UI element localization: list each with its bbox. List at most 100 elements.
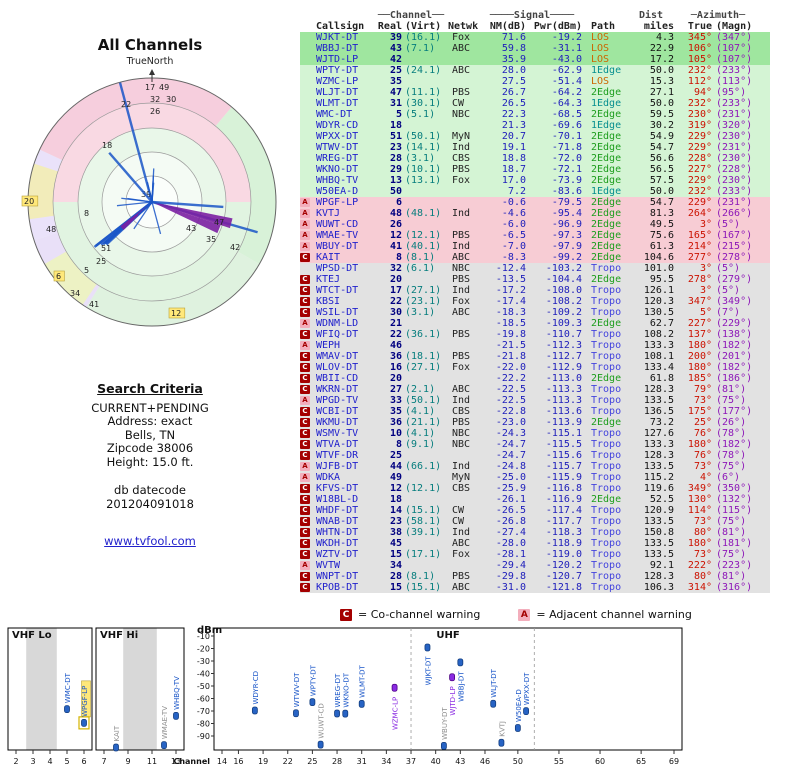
callsign-link[interactable]: KFVS-DT xyxy=(316,483,359,494)
callsign-link[interactable]: WPTY-DT xyxy=(316,65,359,76)
network-cell: ABC xyxy=(452,582,471,593)
station-bar xyxy=(424,643,431,652)
pwr-cell: -31.1 xyxy=(551,43,582,54)
callsign-link[interactable]: WLOV-DT xyxy=(316,362,359,373)
callsign-link[interactable]: WKDH-DT xyxy=(316,538,359,549)
callsign-link[interactable]: WPGD-TV xyxy=(316,395,359,406)
callsign-link[interactable]: WDKA xyxy=(316,472,341,483)
callsign-link[interactable]: WSMV-TV xyxy=(316,428,359,439)
path-cell: Tropo xyxy=(591,450,622,461)
path-cell: Tropo xyxy=(591,439,622,450)
callsign-link[interactable]: KPOB-DT xyxy=(316,582,359,593)
channel-tick-label: 37 xyxy=(406,757,416,766)
pwr-cell: -118.3 xyxy=(545,527,582,538)
callsign-link[interactable]: WMAV-DT xyxy=(316,351,359,362)
virtual-channel-cell: (50.1) xyxy=(405,131,442,142)
true-azimuth-cell: 80° xyxy=(693,527,712,538)
callsign-link[interactable]: WBUY-DT xyxy=(316,241,359,252)
co-channel-warning-icon: C xyxy=(300,363,310,372)
callsign-link[interactable]: WDNM-LD xyxy=(316,318,359,329)
callsign-link[interactable]: WPXX-DT xyxy=(316,131,359,142)
callsign-link[interactable]: WDYR-CD xyxy=(316,120,359,131)
path-cell: LOS xyxy=(591,76,610,87)
station-bar xyxy=(173,711,179,720)
warning-marker-cell: C xyxy=(300,362,316,373)
callsign-link[interactable]: WLMT-DT xyxy=(316,98,359,109)
callsign-link[interactable]: WTVA-DT xyxy=(316,439,359,450)
nm-cell: -4.6 xyxy=(501,208,526,219)
real-channel-cell: 23 xyxy=(389,516,402,527)
callsign-link[interactable]: WJKT-DT xyxy=(316,32,359,43)
network-cell: CBS xyxy=(452,406,471,417)
network-cell: CBS xyxy=(452,153,471,164)
radar-channel-label: 34 xyxy=(70,289,80,298)
table-row: C KAIT 8 (8.1) ABC -8.3 -99.2 2Edge 104.6 277° (27… xyxy=(300,252,770,263)
callsign-link[interactable]: W50EA-D xyxy=(316,186,359,197)
callsign-link[interactable]: WKRN-DT xyxy=(316,384,359,395)
callsign-link[interactable]: WREG-DT xyxy=(316,153,359,164)
station-label: WJTD-LP xyxy=(449,686,457,715)
callsign-link[interactable]: WMAE-TV xyxy=(316,230,359,241)
warning-marker-cell: A xyxy=(300,197,316,208)
pwr-cell: -115.5 xyxy=(545,439,582,450)
callsign-link[interactable]: W18BL-D xyxy=(316,494,359,505)
callsign-link[interactable]: WPSD-DT xyxy=(316,263,359,274)
nm-cell: -22.8 xyxy=(495,406,526,417)
azimuth-group-header: ─Azimuth─ xyxy=(690,10,746,21)
callsign-link[interactable]: WKNO-DT xyxy=(316,164,359,175)
callsign-link[interactable]: WNPT-DT xyxy=(316,571,359,582)
miles-cell: 54.7 xyxy=(649,197,674,208)
miles-cell: 50.0 xyxy=(649,186,674,197)
table-row: A WEPH 46 -21.5 -112.3 Tropo 133.3 180° (182°) xyxy=(300,340,770,351)
callsign-link[interactable]: WVTW xyxy=(316,560,341,571)
callsign-link[interactable]: WTCT-DT xyxy=(316,285,359,296)
virtual-channel-cell: (21.1) xyxy=(405,417,442,428)
real-channel-cell: 20 xyxy=(389,274,402,285)
callsign-link[interactable]: WSIL-DT xyxy=(316,307,359,318)
callsign-link[interactable]: WKMU-DT xyxy=(316,417,359,428)
callsign-link[interactable]: WTWV-DT xyxy=(316,142,359,153)
table-group-header: ──Channel── ────Signal──── Dist ─Azimuth… xyxy=(300,10,770,21)
callsign-link[interactable]: WCBI-DT xyxy=(316,406,359,417)
callsign-link[interactable]: WPGF-LP xyxy=(316,197,359,208)
callsign-link[interactable]: WFIQ-DT xyxy=(316,329,359,340)
network-cell: NBC xyxy=(452,439,471,450)
station-label: WREG-DT xyxy=(334,673,342,708)
callsign-link[interactable]: WJTD-LP xyxy=(316,54,359,65)
callsign-link[interactable]: WTVF-DR xyxy=(316,450,359,461)
callsign-link[interactable]: WJFB-DT xyxy=(316,461,359,472)
nm-cell: 35.9 xyxy=(501,54,526,65)
callsign-link[interactable]: WBII-CD xyxy=(316,373,359,384)
callsign-link[interactable]: WLJT-DT xyxy=(316,87,359,98)
callsign-link[interactable]: WZTV-DT xyxy=(316,549,359,560)
real-channel-cell: 23 xyxy=(389,142,402,153)
pwr-cell: -112.7 xyxy=(545,351,582,362)
magn-azimuth-cell: (266°) xyxy=(716,208,753,219)
callsign-link[interactable]: KAIT xyxy=(316,252,341,263)
callsign-link[interactable]: WNAB-DT xyxy=(316,516,359,527)
miles-cell: 61.8 xyxy=(649,373,674,384)
path-cell: LOS xyxy=(591,43,610,54)
magn-azimuth-cell: (316°) xyxy=(716,582,753,593)
virtual-channel-cell: (12.1) xyxy=(405,483,442,494)
radar-channel-label: 49 xyxy=(159,83,169,92)
network-cell: Ind xyxy=(452,527,471,538)
tvfool-link[interactable]: www.tvfool.com xyxy=(104,534,196,548)
magn-azimuth-cell: (233°) xyxy=(716,65,753,76)
callsign-link[interactable]: WBBJ-DT xyxy=(316,43,359,54)
callsign-link[interactable]: KBSI xyxy=(316,296,341,307)
callsign-link[interactable]: WEPH xyxy=(316,340,341,351)
table-row: WREG-DT 28 (3.1) CBS 18.8 -72.0 2Edge 56.6 228° (… xyxy=(300,153,770,164)
callsign-link[interactable]: WHBQ-TV xyxy=(316,175,359,186)
callsign-link[interactable]: WUWT-CD xyxy=(316,219,359,230)
callsign-link[interactable]: WHTN-DT xyxy=(316,527,359,538)
callsign-link[interactable]: WZMC-LP xyxy=(316,76,359,87)
co-channel-warning-icon: C xyxy=(300,352,310,361)
warning-marker-cell xyxy=(300,109,316,120)
callsign-link[interactable]: KTEJ xyxy=(316,274,341,285)
callsign-link[interactable]: WMC-DT xyxy=(316,109,353,120)
callsign-link[interactable]: WHDF-DT xyxy=(316,505,359,516)
path-cell: Tropo xyxy=(591,505,622,516)
path-cell: LOS xyxy=(591,54,610,65)
callsign-link[interactable]: KVTJ xyxy=(316,208,341,219)
